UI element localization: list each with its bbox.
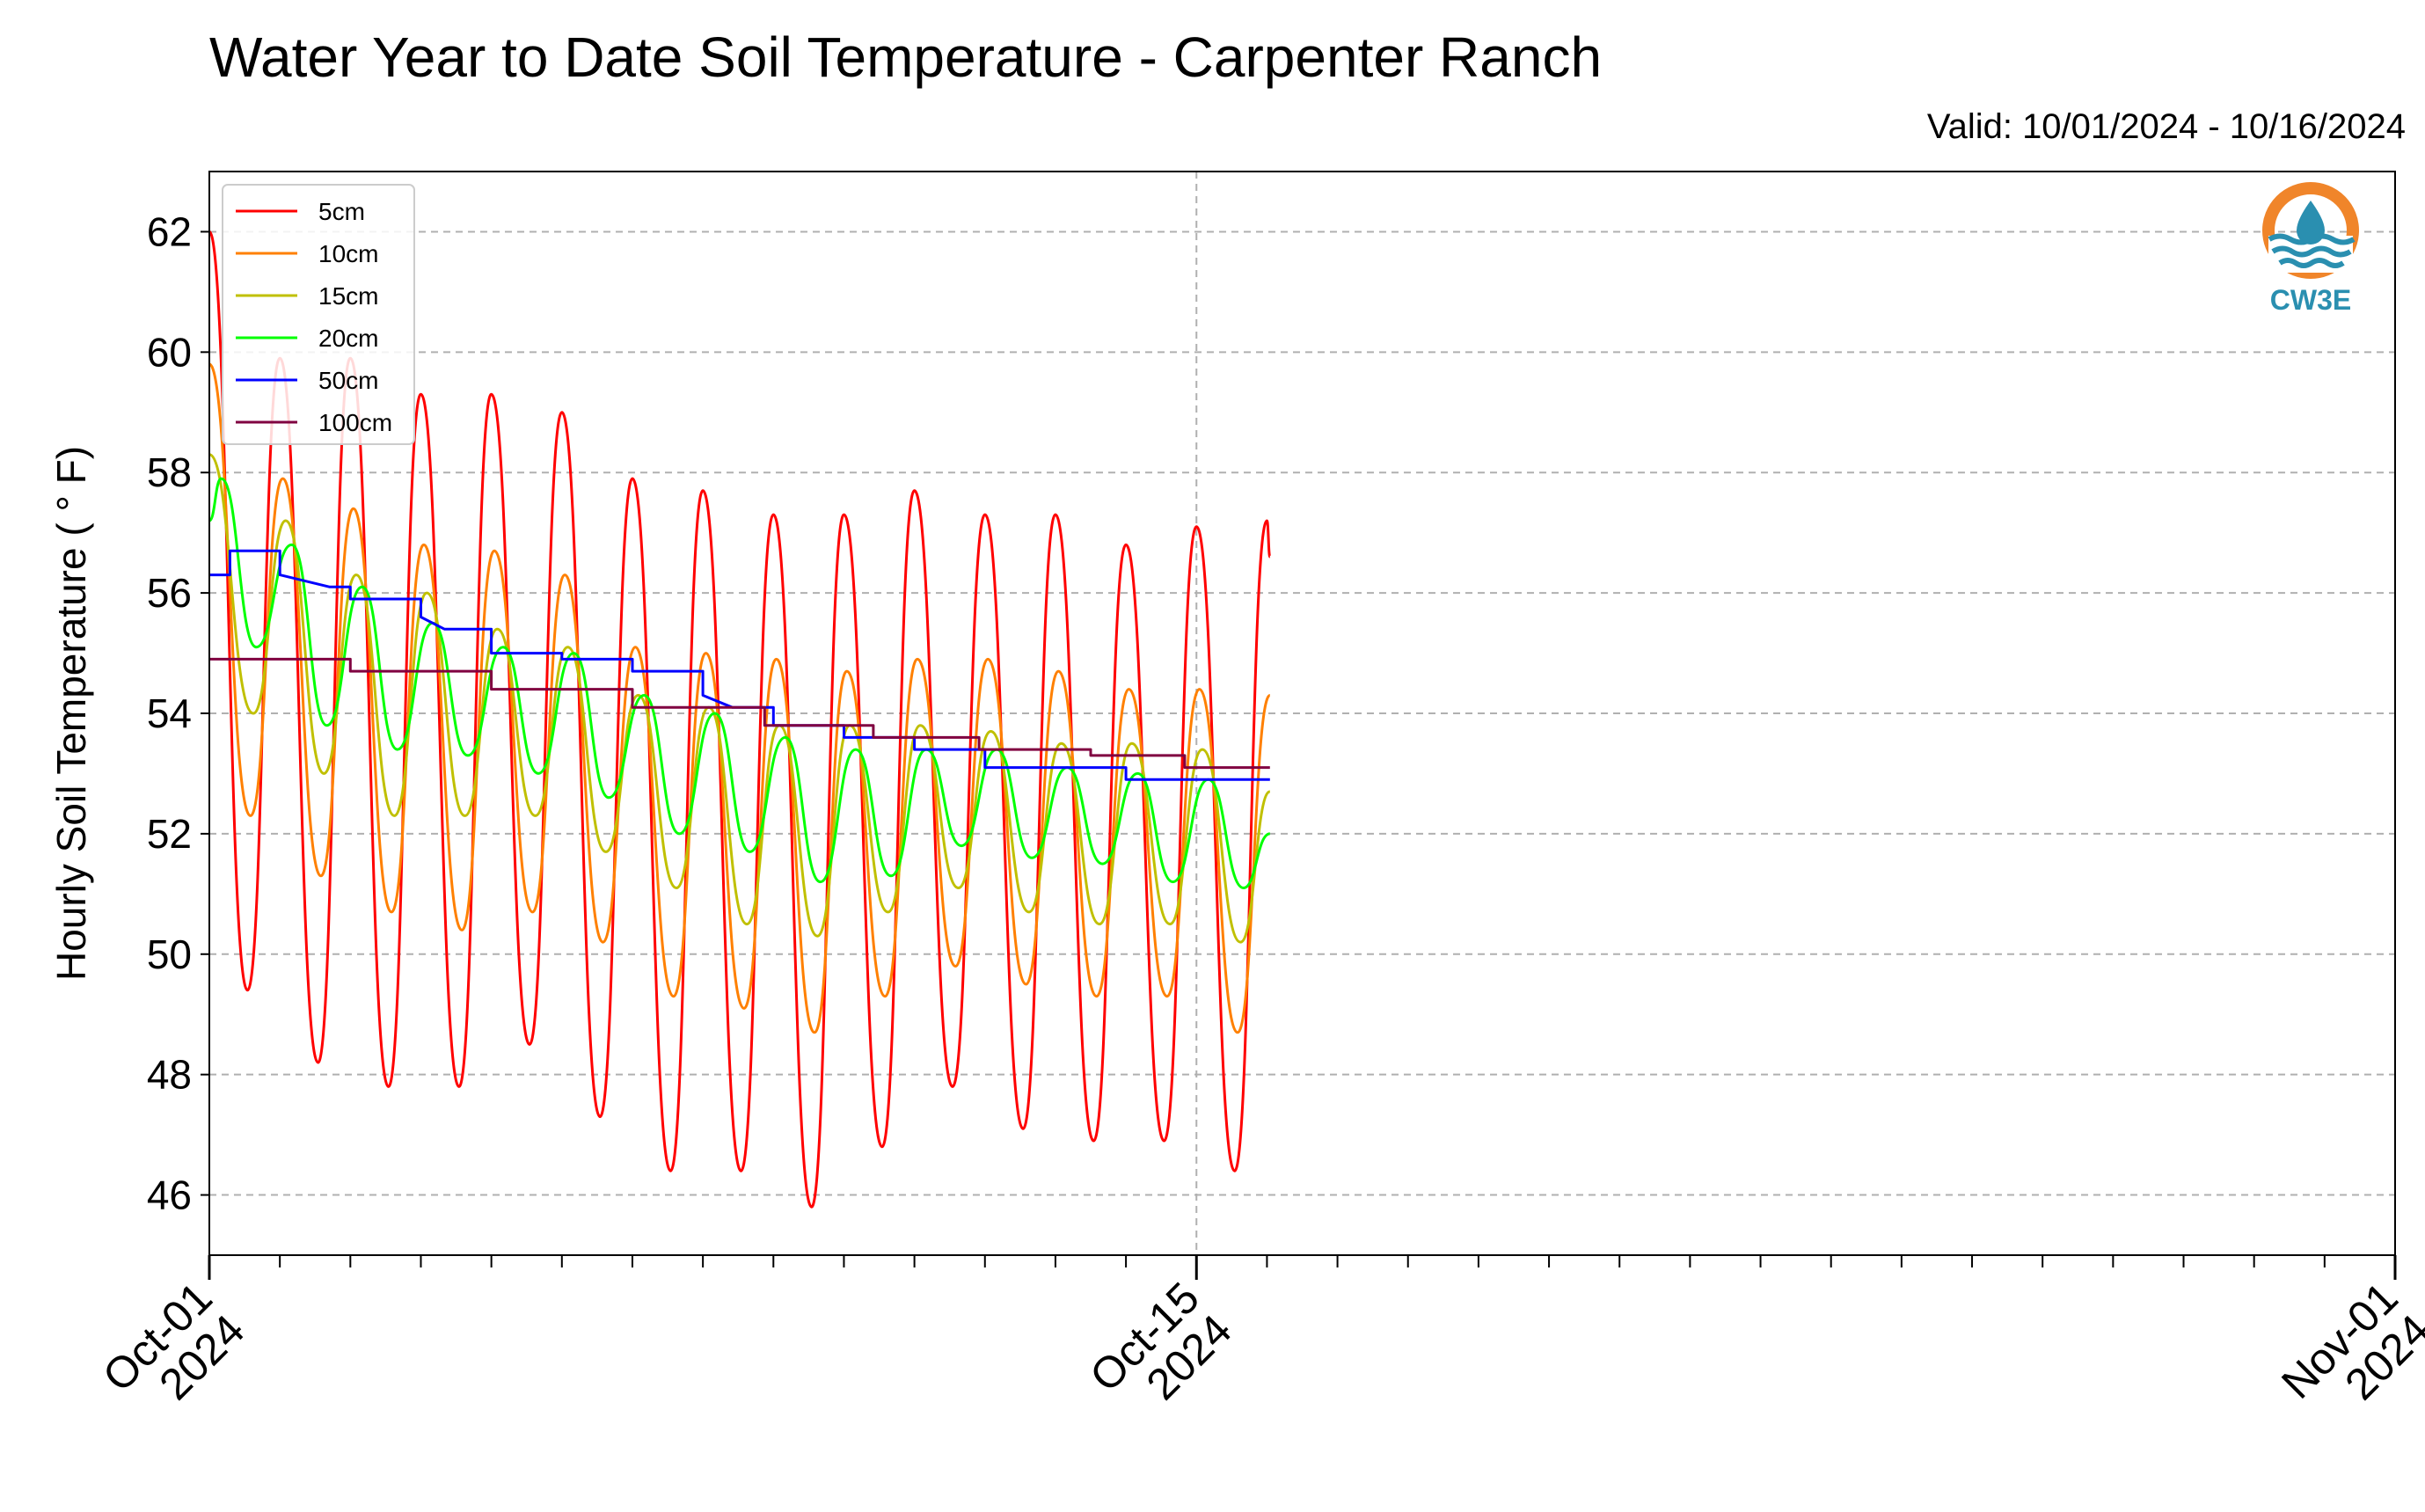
cw3e-logo: CW3E xyxy=(2262,182,2359,316)
legend-label-5cm: 5cm xyxy=(318,198,365,225)
y-tick-label: 62 xyxy=(147,208,192,254)
axes xyxy=(201,230,2397,1280)
valid-range: Valid: 10/01/2024 - 10/16/2024 xyxy=(1926,107,2406,146)
grid xyxy=(209,172,2395,1255)
legend-label-100cm: 100cm xyxy=(318,409,392,436)
logo-water-wave-2 xyxy=(2271,245,2352,258)
legend-label-50cm: 50cm xyxy=(318,367,378,394)
y-tick-label: 58 xyxy=(147,449,192,495)
legend-label-15cm: 15cm xyxy=(318,282,378,310)
y-tick-label: 60 xyxy=(147,329,192,375)
legend-label-10cm: 10cm xyxy=(318,240,378,267)
series-line-100cm xyxy=(209,657,1270,770)
y-tick-labels: 46 48 50 52 54 56 58 60 62 xyxy=(147,208,192,1217)
series-line-20cm xyxy=(208,477,1271,889)
y-tick-label: 52 xyxy=(147,811,192,857)
y-tick-label: 56 xyxy=(147,570,192,616)
plot-frame xyxy=(208,171,2396,1256)
logo-drop-icon xyxy=(2297,201,2325,245)
y-tick-label: 46 xyxy=(147,1172,192,1218)
series-line-15cm xyxy=(208,453,1271,944)
series-line-5cm xyxy=(208,230,1272,1209)
logo-text: CW3E xyxy=(2270,284,2351,316)
y-tick-label: 50 xyxy=(147,931,192,977)
y-tick-label: 54 xyxy=(147,690,192,736)
y-tick-label: 48 xyxy=(147,1052,192,1098)
legend: 5cm 10cm 15cm 20cm 50cm 100cm xyxy=(222,184,415,445)
y-axis-label: Hourly Soil Temperature ( ° F) xyxy=(48,446,94,981)
series-line-10cm xyxy=(208,362,1272,1034)
legend-label-20cm: 20cm xyxy=(318,325,378,352)
series-lines xyxy=(208,230,1272,1209)
series-line-50cm xyxy=(209,549,1270,781)
logo-water-wave-3 xyxy=(2278,258,2345,268)
chart-title: Water Year to Date Soil Temperature - Ca… xyxy=(209,26,1603,89)
